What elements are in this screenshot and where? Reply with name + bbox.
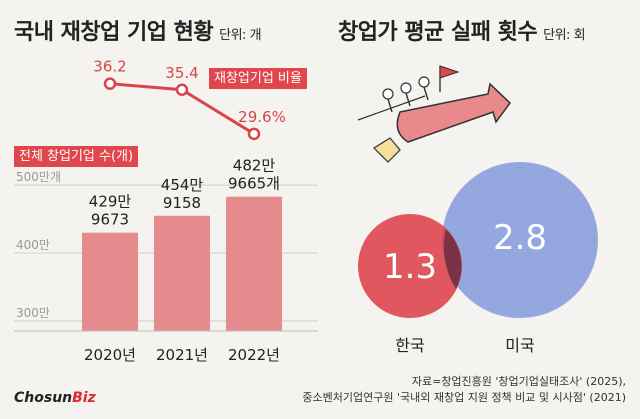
- right-title-text: 창업가 평균 실패 횟수: [338, 20, 538, 45]
- bar: [226, 196, 282, 331]
- bar-value-label: 9673: [91, 211, 129, 229]
- x-category-label: 2020년: [84, 346, 136, 364]
- ratio-value-label: 29.6%: [238, 108, 286, 126]
- count-legend-tag: 전체 창업기업 수(개): [14, 146, 139, 167]
- failure-count-venn-chart: [357, 65, 598, 318]
- korea-circle: [358, 214, 462, 318]
- bar-value-label: 9665개: [228, 175, 280, 193]
- korea-category-label: 한국: [395, 336, 425, 355]
- chosunbiz-logo: ChosunBiz: [14, 390, 96, 406]
- source-note: 자료=창업진흥원 '창업기업실태조사' (2025), 중소벤처기업연구원 '국…: [302, 374, 626, 406]
- logo-accent-text: Biz: [72, 390, 96, 406]
- x-category-label: 2022년: [228, 346, 280, 364]
- ratio-point: [103, 77, 117, 90]
- source-line-1: 자료=창업진흥원 '창업기업실태조사' (2025),: [411, 375, 626, 388]
- right-chart-title: 창업가 평균 실패 횟수 단위: 회: [338, 14, 586, 46]
- y-tick-label: 300만: [16, 306, 50, 320]
- logo-main-text: Chosun: [14, 390, 73, 406]
- bar: [82, 232, 138, 331]
- ratio-point: [175, 83, 189, 97]
- venn-overlap: [443, 229, 462, 289]
- bar-value-label: 9158: [163, 194, 201, 212]
- ratio-value-label: 36.2: [93, 58, 126, 76]
- left-chart-title: 국내 재창업 기업 현황 단위: 개: [14, 14, 262, 46]
- left-title-text: 국내 재창업 기업 현황: [14, 20, 214, 45]
- y-tick-label: 400만: [16, 238, 50, 252]
- usa-value-label: 2.8: [492, 218, 548, 258]
- bar-value-label: 454만: [161, 176, 204, 194]
- y-tick-label: 500만개: [16, 170, 61, 184]
- left-unit-label: 단위: 개: [219, 28, 262, 43]
- bar-value-label: 482만: [233, 157, 276, 175]
- usa-category-label: 미국: [505, 336, 535, 355]
- climbing-people-illustration: [357, 65, 511, 163]
- source-line-2: 중소벤처기업연구원 '국내외 재창업 지원 정책 비교 및 시사점' (2021…: [302, 391, 626, 404]
- ratio-legend-tag: 재창업기업 비율: [209, 68, 307, 89]
- usa-circle: [442, 162, 598, 318]
- bar-value-label: 429만: [89, 193, 132, 211]
- bar: [154, 215, 210, 331]
- ratio-value-label: 35.4: [165, 64, 198, 82]
- x-category-label: 2021년: [156, 346, 208, 364]
- ratio-point: [247, 127, 261, 141]
- right-unit-label: 단위: 회: [543, 28, 586, 43]
- korea-value-label: 1.3: [382, 247, 438, 287]
